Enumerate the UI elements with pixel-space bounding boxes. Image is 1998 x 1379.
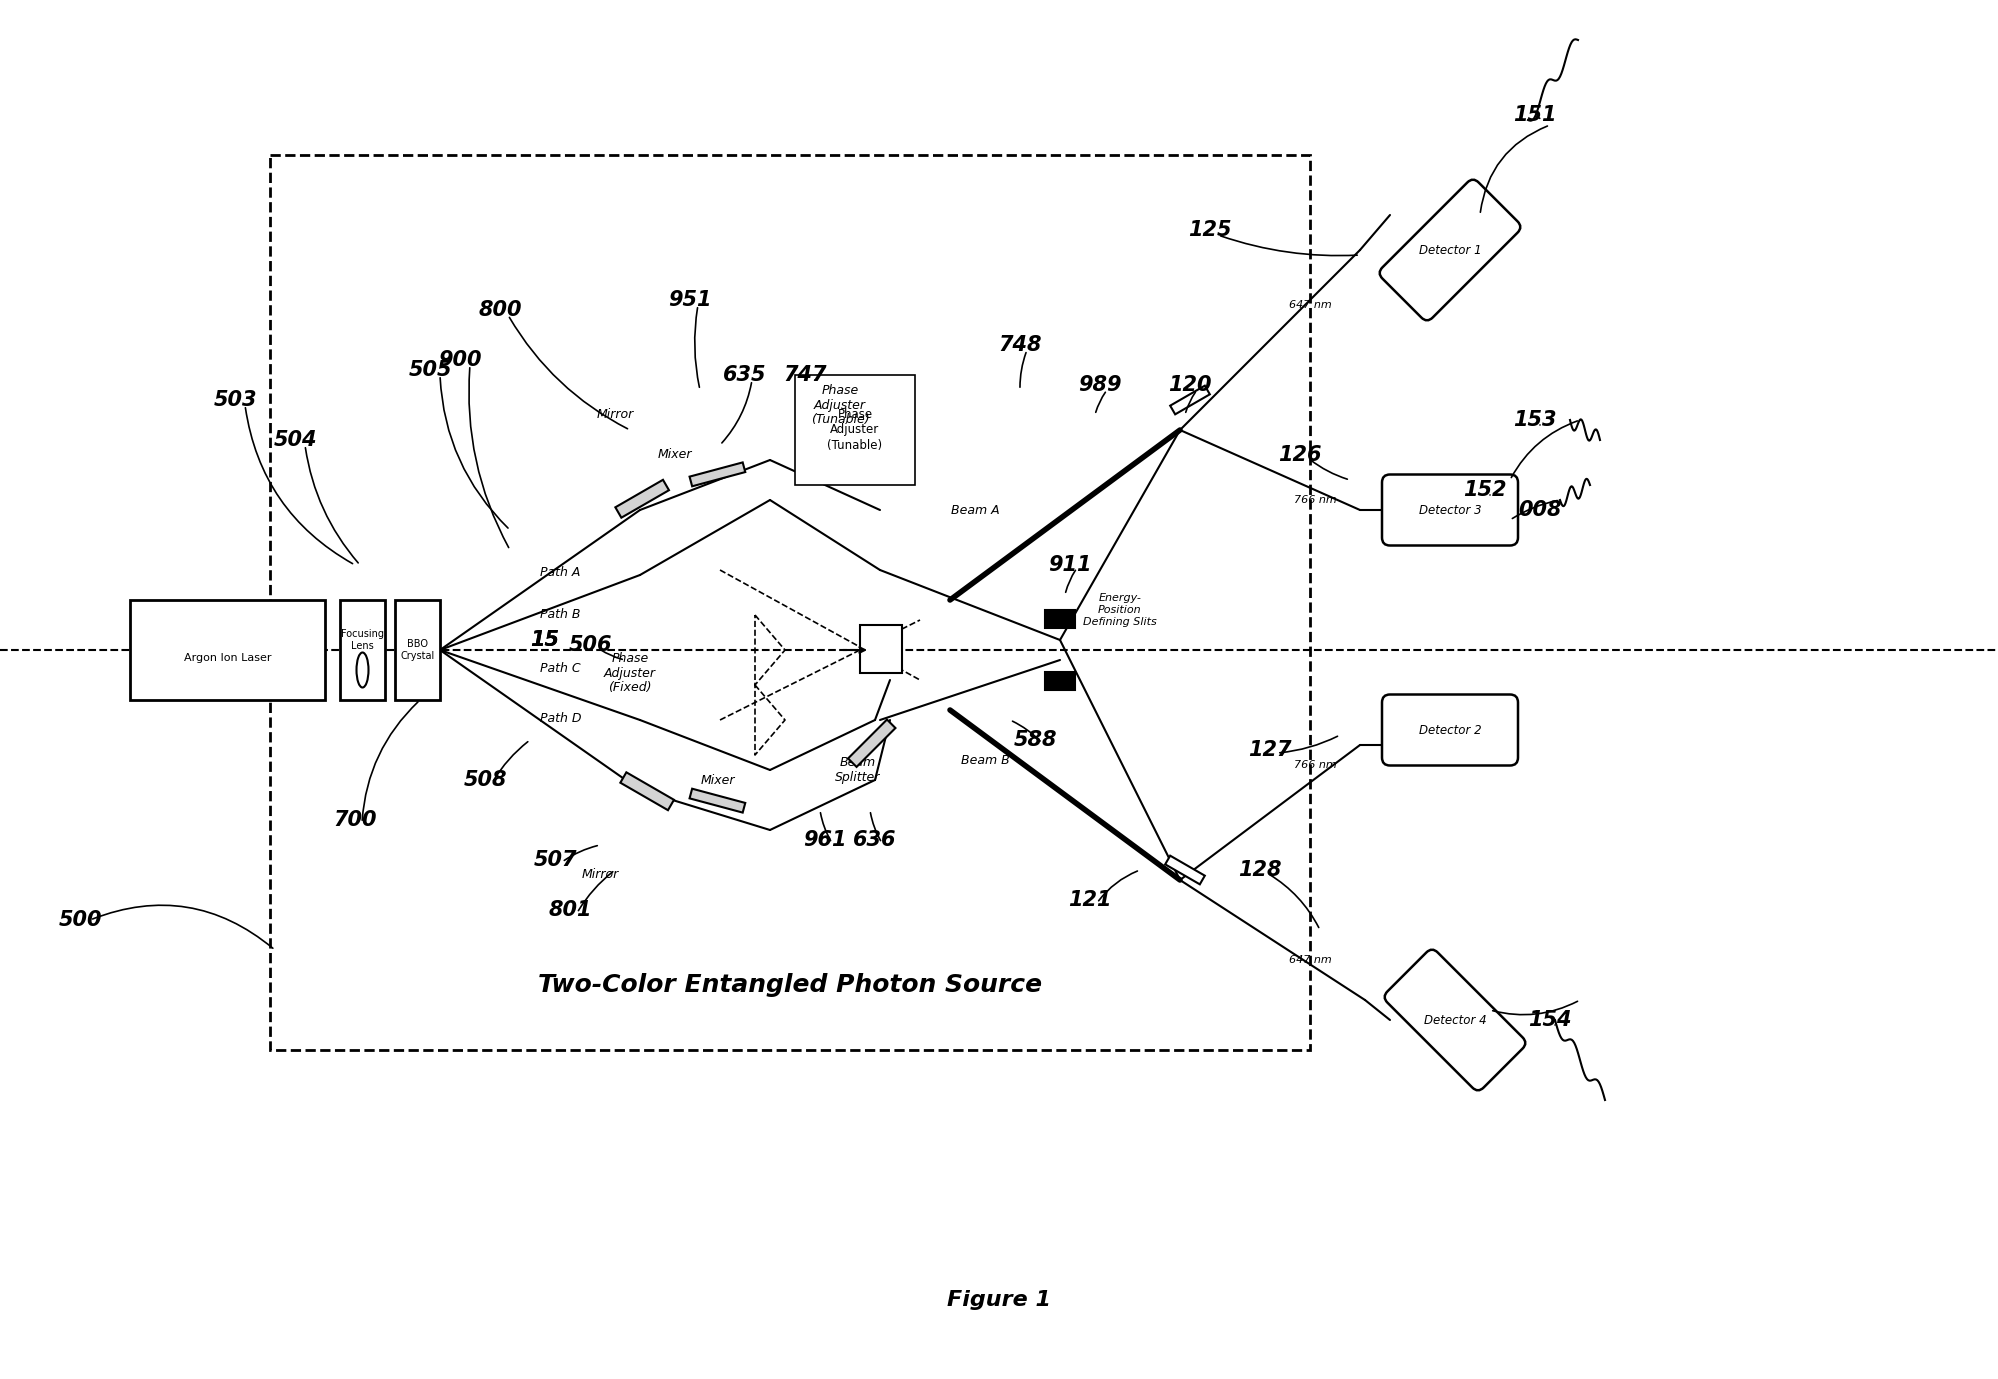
Text: Detector 1: Detector 1 — [1419, 244, 1481, 256]
Text: 766 nm: 766 nm — [1293, 760, 1337, 769]
Text: 15: 15 — [531, 630, 559, 650]
FancyBboxPatch shape — [1383, 474, 1518, 546]
Text: 951: 951 — [667, 290, 711, 310]
Text: 152: 152 — [1463, 480, 1506, 501]
Bar — [1171, 386, 1211, 414]
Text: Phase
Adjuster
(Tunable): Phase Adjuster (Tunable) — [811, 383, 869, 426]
Text: Phase
Adjuster
(Fixed): Phase Adjuster (Fixed) — [603, 651, 655, 695]
Text: Path B: Path B — [539, 608, 581, 622]
Text: 151: 151 — [1512, 105, 1556, 125]
Text: 700: 700 — [334, 809, 378, 830]
Text: 126: 126 — [1279, 445, 1323, 465]
Text: 989: 989 — [1079, 375, 1121, 394]
Bar — [1165, 856, 1205, 884]
Bar — [795, 375, 915, 485]
Bar — [340, 600, 386, 701]
Text: Two-Color Entangled Photon Source: Two-Color Entangled Photon Source — [537, 974, 1043, 997]
Text: Detector 2: Detector 2 — [1419, 724, 1481, 736]
Text: Energy-
Position
Defining Slits: Energy- Position Defining Slits — [1083, 593, 1157, 626]
Text: 747: 747 — [783, 365, 827, 385]
Text: 500: 500 — [58, 910, 102, 929]
Bar — [270, 154, 1311, 1049]
Text: 503: 503 — [214, 390, 258, 410]
Text: 801: 801 — [547, 900, 591, 920]
Text: 647 nm: 647 nm — [1289, 956, 1331, 965]
Text: 900: 900 — [438, 350, 482, 370]
Text: 647 nm: 647 nm — [1289, 301, 1331, 310]
Bar — [847, 720, 895, 767]
Bar — [130, 600, 326, 701]
Text: 766 nm: 766 nm — [1293, 495, 1337, 505]
Text: 635: 635 — [723, 365, 767, 385]
FancyBboxPatch shape — [1383, 695, 1518, 765]
Text: 748: 748 — [999, 335, 1041, 354]
Text: 507: 507 — [533, 849, 577, 870]
Text: 125: 125 — [1189, 221, 1231, 240]
Text: Figure 1: Figure 1 — [947, 1289, 1051, 1310]
Text: Detector 4: Detector 4 — [1425, 1014, 1487, 1026]
Bar — [1045, 610, 1075, 627]
Text: Path A: Path A — [539, 565, 579, 579]
Text: 588: 588 — [1013, 729, 1057, 750]
Text: 505: 505 — [408, 360, 452, 381]
Text: 911: 911 — [1049, 554, 1091, 575]
Text: Mixer: Mixer — [657, 448, 691, 462]
Text: 15: 15 — [531, 630, 559, 650]
Text: 120: 120 — [1169, 375, 1211, 394]
Text: 508: 508 — [464, 769, 507, 790]
Text: Mixer: Mixer — [701, 774, 735, 786]
Text: 154: 154 — [1528, 1009, 1572, 1030]
Text: 153: 153 — [1512, 410, 1556, 430]
Text: Beam A: Beam A — [951, 503, 999, 517]
Bar — [689, 789, 745, 812]
Text: Beam B: Beam B — [961, 753, 1009, 767]
Text: 800: 800 — [478, 301, 521, 320]
Text: Focusing
Lens: Focusing Lens — [342, 629, 384, 651]
Text: 128: 128 — [1239, 860, 1283, 880]
Text: Path C: Path C — [539, 662, 581, 674]
Text: BBO
Crystal: BBO Crystal — [400, 640, 436, 661]
FancyBboxPatch shape — [1385, 950, 1524, 1091]
Bar — [396, 600, 440, 701]
Text: 008: 008 — [1518, 501, 1562, 520]
Text: 961: 961 — [803, 830, 847, 849]
Text: Mirror: Mirror — [581, 869, 619, 881]
Text: 127: 127 — [1249, 741, 1293, 760]
Text: 121: 121 — [1069, 889, 1111, 910]
Text: 636: 636 — [853, 830, 897, 849]
FancyBboxPatch shape — [1381, 179, 1520, 320]
Bar — [689, 462, 745, 487]
Text: 504: 504 — [274, 430, 318, 450]
Bar — [1045, 672, 1075, 690]
Text: Detector 3: Detector 3 — [1419, 503, 1481, 517]
Text: Phase
Adjuster
(Tunable): Phase Adjuster (Tunable) — [827, 408, 883, 451]
Text: Path D: Path D — [539, 712, 581, 724]
Text: 506: 506 — [567, 634, 611, 655]
Text: Beam
Splitter: Beam Splitter — [835, 756, 881, 785]
Bar — [615, 480, 669, 517]
Bar — [859, 625, 901, 673]
Text: Argon Ion Laser: Argon Ion Laser — [184, 654, 272, 663]
Text: Mirror: Mirror — [595, 408, 633, 422]
Bar — [619, 772, 673, 811]
